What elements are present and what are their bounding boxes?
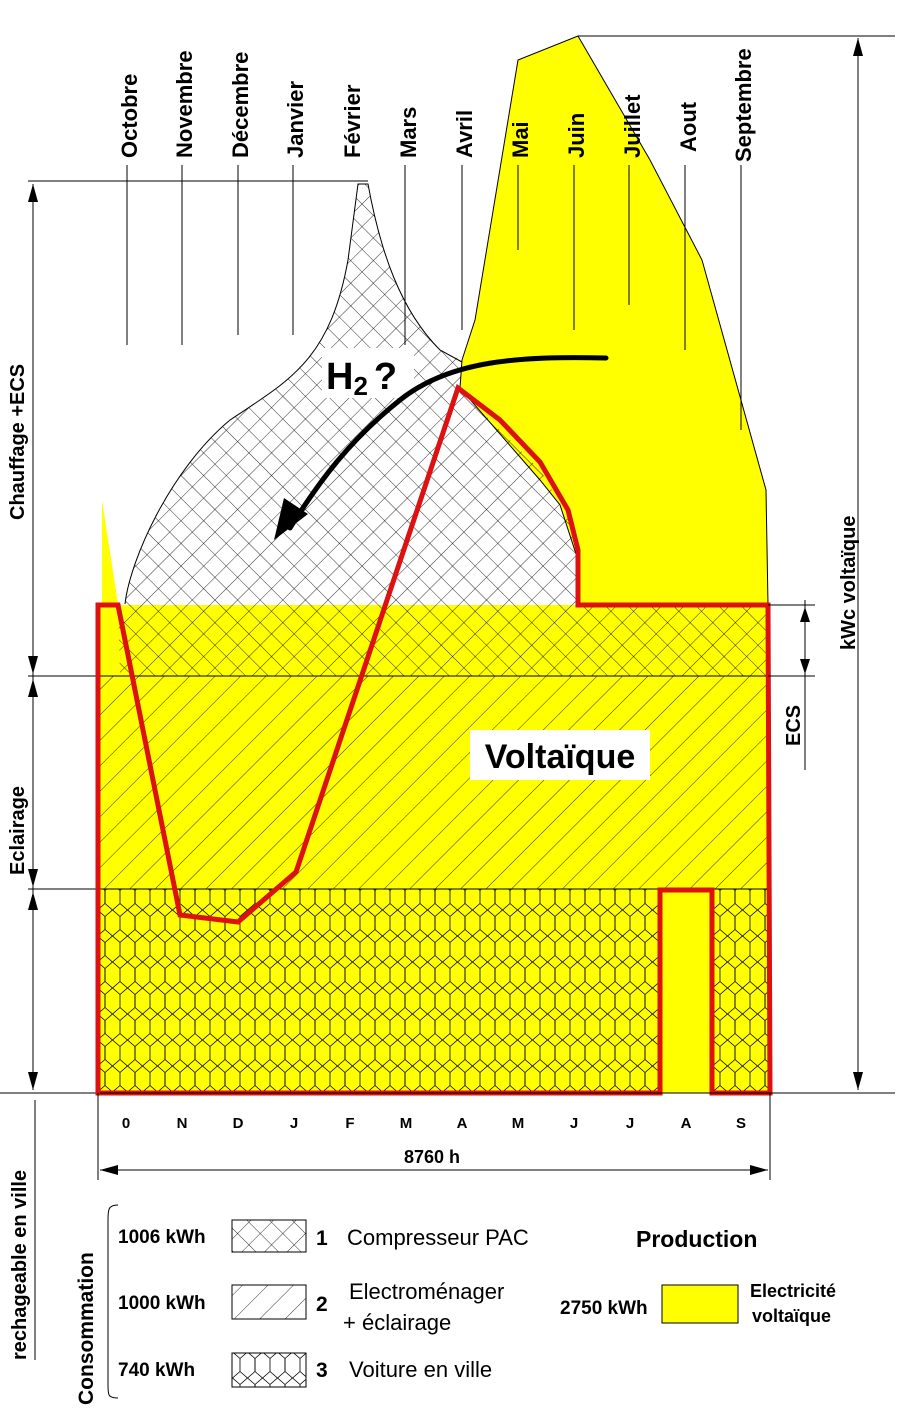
month-label-bottom: F xyxy=(345,1115,354,1132)
month-label-top: Mai xyxy=(508,121,533,158)
voltaique-label: Voltaïque xyxy=(485,738,636,776)
month-label-top: Décembre xyxy=(228,52,253,158)
month-label-bottom: 0 xyxy=(122,1115,130,1132)
legend: Consommation 1006 kWh 1 Compresseur PAC … xyxy=(75,1204,836,1405)
h2-arrow xyxy=(287,355,609,531)
month-label-top: Juin xyxy=(564,113,589,158)
legend-label-1: Compresseur PAC xyxy=(347,1225,529,1250)
month-label-top: Février xyxy=(340,84,365,158)
legend-production-label: Electricité xyxy=(750,1281,836,1301)
month-label-top: Avril xyxy=(452,110,477,158)
month-label-top: Janvier xyxy=(283,81,308,158)
legend-swatch-hexagon xyxy=(231,1352,307,1388)
legend-kwh-2: 1000 kWh xyxy=(118,1293,206,1314)
lighting-dimension-label: Eclairage xyxy=(7,786,29,875)
legend-kwh-1: 1006 kWh xyxy=(118,1227,206,1248)
month-label-top: Novembre xyxy=(172,50,197,158)
month-label-bottom: D xyxy=(233,1115,244,1132)
legend-swatch-crosshatch xyxy=(231,1219,307,1253)
month-label-bottom: N xyxy=(177,1115,188,1132)
month-label-top: Aout xyxy=(676,101,701,152)
month-label-bottom: J xyxy=(290,1115,298,1132)
legend-label-3: Voiture en ville xyxy=(349,1357,492,1382)
heating-dimension-label: Chauffage +ECS xyxy=(7,364,29,520)
car-area xyxy=(100,889,768,1093)
month-label-bottom: A xyxy=(681,1115,692,1132)
h2-main: H xyxy=(326,356,353,398)
month-label-bottom: M xyxy=(400,1115,413,1132)
month-label-bottom: A xyxy=(457,1115,468,1132)
month-label-top: Septembre xyxy=(731,48,756,162)
month-label-bottom: S xyxy=(736,1115,746,1132)
bottom-axis: 0 N D J F M A M J J A S 8760 h xyxy=(97,1092,895,1180)
legend-production-kwh: 2750 kWh xyxy=(560,1298,648,1319)
voltaic-outline xyxy=(95,383,773,1096)
right-dimensions: kWc voltaïque ECS xyxy=(578,35,895,1090)
ecs-dimension-label: ECS xyxy=(783,705,805,746)
month-label-top: Mars xyxy=(396,107,421,158)
legend-production-title: Production xyxy=(636,1226,757,1252)
legend-swatch-diagonal xyxy=(231,1284,307,1320)
legend-label-2b: + éclairage xyxy=(343,1310,451,1335)
months-top: Octobre Novembre Décembre Janvier Févrie… xyxy=(117,48,756,162)
left-dimensions: Chauffage +ECS Eclairage rechageable en … xyxy=(7,184,38,1360)
month-label-bottom: J xyxy=(626,1115,634,1132)
legend-kwh-3: 740 kWh xyxy=(118,1360,195,1381)
month-tick-lines xyxy=(126,165,742,430)
legend-swatch-yellow xyxy=(661,1284,739,1324)
legend-num-3: 3 xyxy=(316,1359,328,1382)
month-label-bottom: J xyxy=(570,1115,578,1132)
legend-production-label2: voltaïque xyxy=(752,1306,831,1326)
legend-label-2: Electroménager xyxy=(349,1279,504,1304)
month-label-top: Octobre xyxy=(117,74,142,158)
legend-title: Consommation xyxy=(75,1252,98,1405)
month-label-bottom: M xyxy=(512,1115,525,1132)
appliances-lighting-area xyxy=(100,676,768,889)
car-dimension-label: rechageable en ville xyxy=(9,1170,31,1360)
hours-label: 8760 h xyxy=(404,1147,460,1167)
legend-num-2: 2 xyxy=(316,1293,328,1316)
kwc-dimension-label: kWc voltaïque xyxy=(838,516,860,650)
h2-subscript: 2 xyxy=(353,371,367,401)
h2-question: ? xyxy=(374,356,397,398)
h2-annotation: H2? xyxy=(274,348,609,540)
legend-num-1: 1 xyxy=(316,1227,328,1250)
month-label-top: Juillet xyxy=(620,94,645,158)
svg-text:H2?: H2? xyxy=(326,356,397,401)
